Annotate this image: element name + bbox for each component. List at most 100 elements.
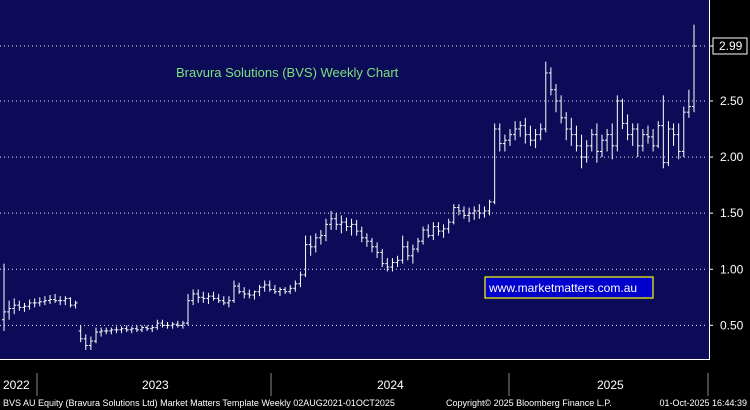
ohlc-bar	[48, 295, 52, 305]
ohlc-bar	[548, 67, 553, 96]
chart-title: Bravura Solutions (BVS) Weekly Chart	[176, 65, 399, 80]
ohlc-bar	[431, 222, 436, 241]
ohlc-bar	[656, 121, 661, 149]
ohlc-bar	[12, 298, 17, 315]
ohlc-bar	[160, 319, 165, 328]
ohlc-bar	[68, 297, 73, 308]
ohlc-bar	[221, 296, 226, 306]
ohlc-bar	[83, 334, 88, 351]
y-axis: 0.50 1.00 1.50 2.00 2.50 2.99	[709, 37, 748, 332]
ohlc-bar	[7, 300, 12, 320]
ohlc-bar	[32, 298, 37, 308]
ohlc-bar	[446, 218, 451, 234]
x-tick-label: 2023	[142, 378, 169, 392]
ohlc-bar	[640, 129, 645, 152]
ohlc-bar	[513, 121, 518, 141]
ohlc-bar	[114, 326, 119, 334]
x-tick-label: 2025	[597, 378, 624, 392]
ohlc-bar	[472, 206, 477, 220]
ohlc-bar	[201, 291, 206, 303]
ohlc-bar	[421, 226, 426, 245]
ohlc-bar	[109, 327, 114, 335]
ohlc-bar	[661, 95, 666, 169]
ohlc-bar	[247, 289, 252, 299]
ohlc-bar	[344, 217, 349, 232]
ohlc-bar	[487, 199, 492, 216]
ohlc-bar	[671, 123, 676, 146]
ohlc-bar	[482, 206, 487, 218]
footer-copyright: Copyright© 2025 Bloomberg Finance L.P.	[446, 398, 612, 408]
ohlc-bar	[359, 226, 364, 243]
ohlc-bar	[293, 280, 298, 292]
ohlc-bar	[441, 224, 446, 238]
ohlc-bar	[349, 218, 354, 236]
ohlc-bar	[94, 327, 98, 344]
ohlc-bar	[559, 95, 564, 124]
last-price-label: 2.99	[719, 39, 743, 53]
ohlc-bar	[22, 302, 27, 312]
ohlc-bar	[625, 114, 630, 141]
ohlc-bar	[630, 123, 635, 146]
ohlc-bar	[467, 207, 472, 223]
ohlc-bar	[605, 129, 610, 152]
ohlc-bar	[257, 284, 262, 297]
ohlc-bar	[186, 293, 190, 326]
ohlc-bar	[554, 84, 558, 113]
ohlc-bar	[2, 263, 6, 331]
ohlc-bar	[78, 325, 83, 343]
ohlc-bar	[211, 291, 216, 301]
ohlc-bar	[313, 233, 318, 253]
ohlc-bar	[528, 125, 533, 146]
ohlc-bar	[681, 106, 686, 158]
ohlc-bar	[410, 244, 415, 264]
ohlc-bar	[451, 204, 456, 225]
ohlc-bar	[354, 219, 359, 236]
ohlc-bar	[375, 242, 380, 259]
ohlc-bar	[155, 319, 160, 330]
ohlc-bar	[242, 287, 247, 299]
ohlc-bar	[502, 134, 507, 152]
watermark-box: www.marketmatters.com.au	[484, 276, 654, 299]
price-bars	[2, 24, 696, 351]
ohlc-bar	[615, 95, 620, 152]
ohlc-bar	[651, 129, 656, 152]
ohlc-bar	[686, 89, 691, 118]
plot-border-bottom	[0, 359, 710, 360]
ohlc-bar	[543, 61, 548, 133]
ohlc-bar	[594, 123, 599, 163]
ohlc-bar	[339, 215, 344, 234]
ohlc-bar	[426, 224, 431, 238]
ohlc-bar	[134, 325, 139, 333]
ohlc-bar	[58, 296, 63, 306]
ohlc-bar	[27, 299, 32, 310]
ohlc-bar	[308, 235, 313, 256]
ohlc-bar	[395, 255, 400, 268]
ohlc-bar	[237, 282, 242, 294]
ohlc-bar	[508, 129, 512, 146]
ohlc-bar	[436, 222, 441, 236]
ohlc-bar	[37, 297, 42, 307]
ohlc-bar	[170, 321, 175, 329]
ohlc-bar	[477, 204, 482, 219]
watermark-text: www.marketmatters.com.au	[488, 281, 637, 295]
ohlc-bar	[600, 134, 604, 158]
ohlc-bar	[456, 204, 461, 216]
ohlc-bar	[298, 271, 303, 288]
x-axis: 2022 2023 2024 2025	[3, 373, 709, 396]
ohlc-bar	[569, 117, 574, 146]
ohlc-bar	[53, 293, 58, 303]
ohlc-bar	[334, 213, 339, 230]
ohlc-bar	[278, 287, 282, 297]
ohlc-bar	[533, 129, 538, 149]
ohlc-bar	[88, 336, 93, 351]
ohlc-bar	[538, 123, 543, 141]
ohlc-bar	[676, 123, 681, 160]
ohlc-bar	[589, 129, 594, 152]
ohlc-bar	[232, 280, 236, 303]
x-tick-label: 2022	[3, 378, 30, 392]
ohlc-bar	[124, 325, 129, 333]
ohlc-bar	[385, 258, 390, 272]
ohlc-bar	[303, 235, 308, 278]
ohlc-bar	[492, 123, 497, 205]
